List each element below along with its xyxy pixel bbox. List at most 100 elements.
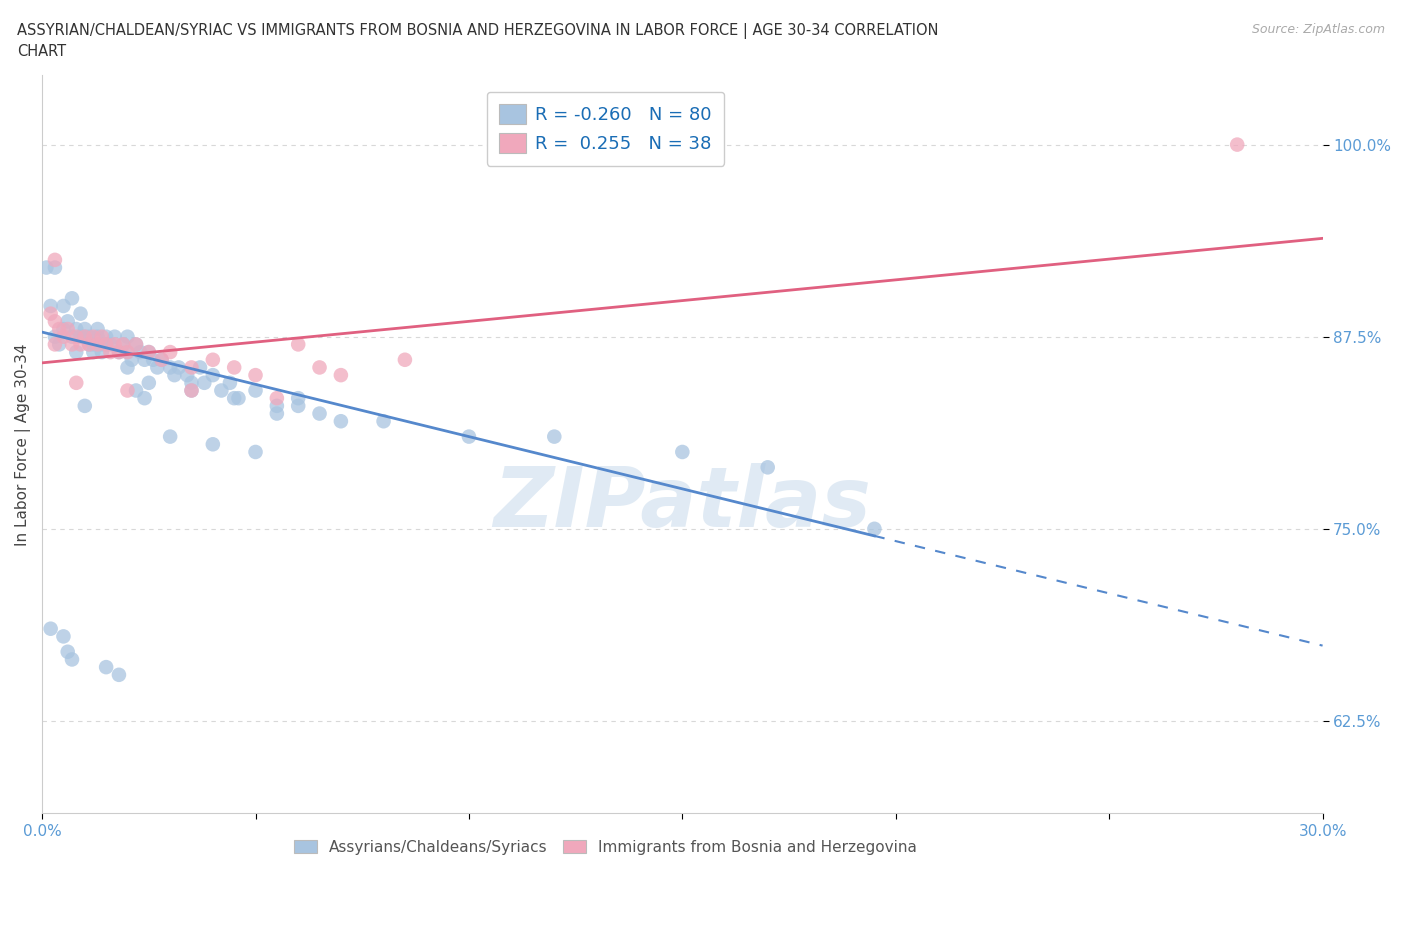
Point bbox=[65, 329, 87, 344]
Point bbox=[287, 398, 309, 413]
Point bbox=[69, 337, 91, 352]
Point bbox=[117, 345, 139, 360]
Point bbox=[245, 383, 267, 398]
Point bbox=[86, 322, 108, 337]
Point bbox=[138, 376, 160, 391]
Point bbox=[94, 659, 117, 674]
Point bbox=[167, 360, 190, 375]
Point bbox=[48, 322, 70, 337]
Point bbox=[39, 306, 62, 321]
Point bbox=[176, 367, 198, 382]
Point bbox=[82, 337, 104, 352]
Point bbox=[543, 429, 565, 444]
Text: Source: ZipAtlas.com: Source: ZipAtlas.com bbox=[1251, 23, 1385, 36]
Text: ZIPatlas: ZIPatlas bbox=[494, 463, 872, 544]
Point bbox=[100, 345, 122, 360]
Point bbox=[138, 345, 160, 360]
Point bbox=[44, 337, 66, 352]
Point bbox=[150, 352, 173, 367]
Point bbox=[73, 398, 96, 413]
Point bbox=[146, 360, 169, 375]
Point bbox=[60, 652, 83, 667]
Point bbox=[138, 345, 160, 360]
Point bbox=[117, 383, 139, 398]
Point bbox=[56, 322, 79, 337]
Point bbox=[65, 345, 87, 360]
Point bbox=[73, 329, 96, 344]
Point bbox=[180, 360, 202, 375]
Point bbox=[104, 329, 127, 344]
Point bbox=[219, 376, 242, 391]
Point bbox=[94, 329, 117, 344]
Point bbox=[52, 322, 75, 337]
Point bbox=[48, 337, 70, 352]
Point bbox=[117, 329, 139, 344]
Point bbox=[193, 376, 215, 391]
Point bbox=[329, 414, 352, 429]
Point bbox=[159, 360, 181, 375]
Point bbox=[56, 644, 79, 659]
Point bbox=[329, 367, 352, 382]
Point bbox=[82, 345, 104, 360]
Point bbox=[245, 445, 267, 459]
Point bbox=[65, 376, 87, 391]
Point bbox=[671, 445, 693, 459]
Point bbox=[73, 322, 96, 337]
Point bbox=[180, 383, 202, 398]
Point bbox=[73, 329, 96, 344]
Point bbox=[44, 314, 66, 329]
Point bbox=[60, 337, 83, 352]
Point bbox=[394, 352, 416, 367]
Point bbox=[180, 383, 202, 398]
Point bbox=[1226, 137, 1249, 152]
Point bbox=[266, 398, 288, 413]
Point bbox=[117, 345, 139, 360]
Point bbox=[100, 337, 122, 352]
Point bbox=[134, 352, 156, 367]
Point bbox=[150, 352, 173, 367]
Point bbox=[39, 621, 62, 636]
Point bbox=[44, 329, 66, 344]
Point bbox=[756, 460, 779, 475]
Point bbox=[112, 337, 135, 352]
Point bbox=[134, 391, 156, 405]
Point bbox=[52, 329, 75, 344]
Point bbox=[308, 406, 330, 421]
Point bbox=[163, 367, 186, 382]
Point bbox=[209, 383, 232, 398]
Point bbox=[44, 260, 66, 275]
Point bbox=[287, 391, 309, 405]
Point bbox=[90, 345, 112, 360]
Point bbox=[287, 337, 309, 352]
Point bbox=[129, 345, 152, 360]
Point bbox=[112, 337, 135, 352]
Point bbox=[224, 391, 246, 405]
Point bbox=[65, 322, 87, 337]
Point bbox=[125, 383, 148, 398]
Point bbox=[201, 367, 224, 382]
Point bbox=[373, 414, 395, 429]
Point bbox=[77, 337, 100, 352]
Point bbox=[86, 337, 108, 352]
Point bbox=[125, 337, 148, 352]
Point bbox=[108, 345, 131, 360]
Point bbox=[104, 337, 127, 352]
Point bbox=[77, 329, 100, 344]
Point bbox=[228, 391, 250, 405]
Point bbox=[90, 337, 112, 352]
Point bbox=[180, 376, 202, 391]
Legend: Assyrians/Chaldeans/Syriacs, Immigrants from Bosnia and Herzegovina: Assyrians/Chaldeans/Syriacs, Immigrants … bbox=[288, 833, 924, 861]
Point bbox=[35, 260, 58, 275]
Point bbox=[863, 522, 886, 537]
Point bbox=[60, 329, 83, 344]
Point bbox=[60, 291, 83, 306]
Point bbox=[52, 299, 75, 313]
Point bbox=[125, 337, 148, 352]
Point bbox=[266, 406, 288, 421]
Point bbox=[159, 429, 181, 444]
Point bbox=[94, 337, 117, 352]
Point bbox=[94, 337, 117, 352]
Point bbox=[117, 360, 139, 375]
Point bbox=[159, 345, 181, 360]
Point bbox=[69, 329, 91, 344]
